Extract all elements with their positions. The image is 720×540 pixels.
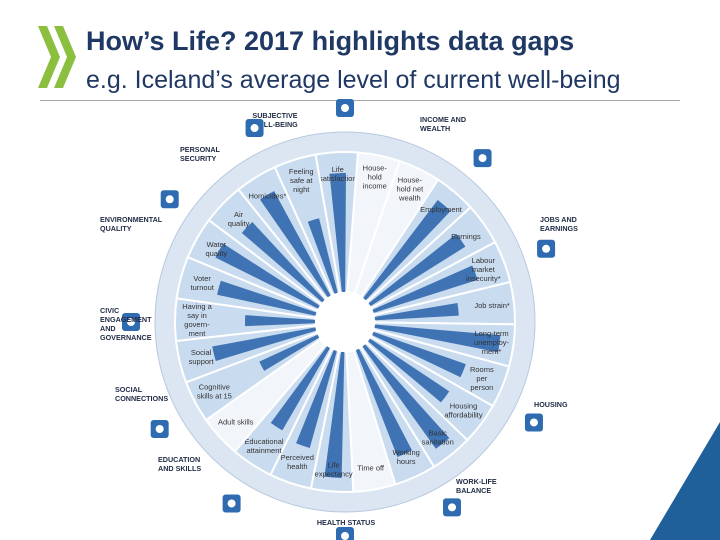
- education-and-skills-dimension: EDUCATION AND SKILLS: [158, 455, 241, 513]
- logo-chevron-2: [54, 26, 76, 88]
- indicator-label: Long-term unemploy-ment*: [474, 329, 510, 356]
- envelope-icon-glyph: [127, 318, 135, 326]
- indicator-label: Water quality: [205, 240, 227, 258]
- jobs-and-earnings-dimension: JOBS AND EARNINGS: [537, 215, 578, 258]
- indicator-bar: [368, 233, 466, 307]
- people-icon-glyph: [155, 425, 164, 433]
- indicator-label: Homicides*: [248, 191, 286, 200]
- indicator-label: Perceived health: [281, 453, 314, 471]
- indicator-label: Employment: [420, 205, 463, 214]
- social-connections-dimension: SOCIAL CONNECTIONS: [115, 385, 169, 438]
- house-icon-glyph: [529, 418, 538, 427]
- dimension-label: SOCIAL CONNECTIONS: [115, 385, 168, 403]
- indicator-bar: [324, 351, 345, 478]
- indicator-bar: [307, 218, 338, 294]
- indicator-label: Life expectancy: [315, 461, 353, 479]
- heart-icon-glyph: [341, 104, 349, 112]
- indicator-bar: [355, 348, 413, 457]
- dimension-label: HEALTH STATUS: [317, 518, 375, 527]
- indicator-bar: [296, 349, 337, 448]
- indicator-label: Labour market insecurity*: [466, 256, 501, 283]
- indicator-bar: [329, 173, 346, 293]
- personal-security-dimension: PERSONAL SECURITY: [180, 119, 264, 163]
- oecd-logo: [38, 26, 76, 88]
- indicator-label: Voter turnout: [190, 274, 214, 292]
- indicator-bar: [374, 324, 501, 353]
- indicator-label: Air quality: [228, 210, 250, 228]
- briefcase-icon-glyph: [542, 244, 551, 253]
- indicator-bar: [367, 338, 450, 403]
- indicator-bar: [362, 344, 450, 449]
- indicator-label: Housing affordability: [444, 402, 482, 420]
- indicator-bar: [372, 265, 478, 313]
- money-icon-glyph: [478, 154, 487, 163]
- dimension-label: SUBJECTIVE WELL-BEING: [252, 111, 298, 129]
- health-status-dimension: HEALTH STATUS: [317, 518, 375, 540]
- indicator-label: House-hold income: [363, 164, 388, 191]
- indicator-bar: [215, 243, 320, 309]
- indicator-label: Having a say in govern-ment: [182, 302, 212, 338]
- indicator-bar: [372, 331, 466, 378]
- indicator-label: Time off: [357, 463, 385, 472]
- indicator-bar: [241, 221, 325, 303]
- tree-icon-glyph: [165, 195, 174, 204]
- indicator-bar: [363, 200, 451, 301]
- indicator-bar: [217, 280, 317, 316]
- indicator-label: House-hold net wealth: [397, 175, 425, 202]
- slide-title: How’s Life? 2017 highlights data gaps: [86, 26, 575, 56]
- work-life-balance-dimension: WORK-LIFE BALANCE: [443, 477, 497, 517]
- dimension-label: JOBS AND EARNINGS: [540, 215, 578, 233]
- indicator-bar: [374, 303, 459, 321]
- corner-decoration: [650, 422, 720, 540]
- dimension-label: HOUSING: [534, 400, 568, 409]
- indicator-bar: [270, 346, 330, 431]
- dimension-label: PERSONAL SECURITY: [180, 145, 221, 163]
- environmental-quality-dimension: ENVIRONMENTAL QUALITY: [100, 190, 179, 233]
- indicator-bar: [212, 327, 317, 361]
- indicator-label: Educational attainment: [244, 437, 284, 455]
- logo-chevron-1: [38, 26, 60, 88]
- indicator-label: Cognitive skills at 15: [197, 382, 232, 400]
- indicator-label: Feeling safe at night: [289, 167, 314, 194]
- slide-subtitle: e.g. Iceland’s average level of current …: [86, 66, 621, 94]
- indicator-label: Adult skills: [218, 417, 254, 426]
- dimension-label: CIVIC ENGAGEMENT AND GOVERNANCE: [100, 306, 152, 342]
- income-and-wealth-dimension: INCOME AND WEALTH: [420, 115, 492, 168]
- indicator-bar: [260, 190, 331, 298]
- indicator-bar: [244, 315, 316, 327]
- cross-icon-glyph: [341, 532, 349, 540]
- dimension-label: INCOME AND WEALTH: [420, 115, 466, 133]
- dimension-label: EDUCATION AND SKILLS: [158, 455, 201, 473]
- indicator-label: Earnings: [451, 232, 481, 241]
- housing-dimension: HOUSING: [524, 400, 568, 432]
- title-divider: [40, 100, 680, 101]
- subjective-well-being-dimension: SUBJECTIVE WELL-BEING: [252, 99, 354, 129]
- indicator-label: Working hours: [392, 448, 419, 466]
- runner-icon-glyph: [250, 124, 259, 133]
- dimension-label: ENVIRONMENTAL QUALITY: [100, 215, 163, 233]
- book-icon-glyph: [227, 499, 236, 508]
- indicator-label: Life satisfaction: [319, 165, 357, 183]
- indicator-label: Social support: [189, 348, 215, 366]
- indicator-bar: [259, 334, 320, 371]
- wheel-center: [315, 292, 375, 352]
- dimension-label: WORK-LIFE BALANCE: [456, 477, 497, 495]
- indicator-label: Rooms per person: [470, 365, 494, 392]
- indicator-label: Basic sanitation: [422, 428, 454, 446]
- civic-engagement-and-governance-dimension: CIVIC ENGAGEMENT AND GOVERNANCE: [100, 306, 152, 342]
- scales-icon-glyph: [448, 503, 456, 512]
- indicator-label: Job strain*: [474, 301, 510, 310]
